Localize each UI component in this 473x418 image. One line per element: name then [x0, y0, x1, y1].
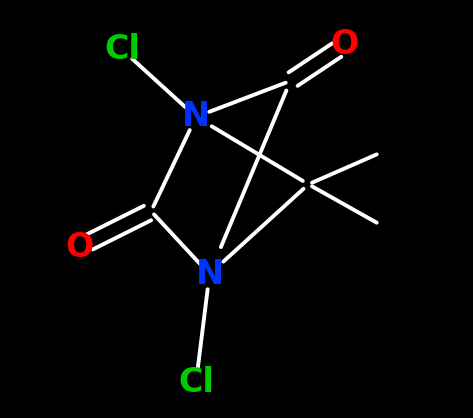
Text: Cl: Cl — [178, 366, 214, 398]
Text: O: O — [330, 28, 359, 61]
Text: N: N — [195, 257, 224, 291]
Text: Cl: Cl — [104, 33, 140, 66]
Text: O: O — [65, 231, 93, 264]
Text: N: N — [182, 100, 210, 133]
